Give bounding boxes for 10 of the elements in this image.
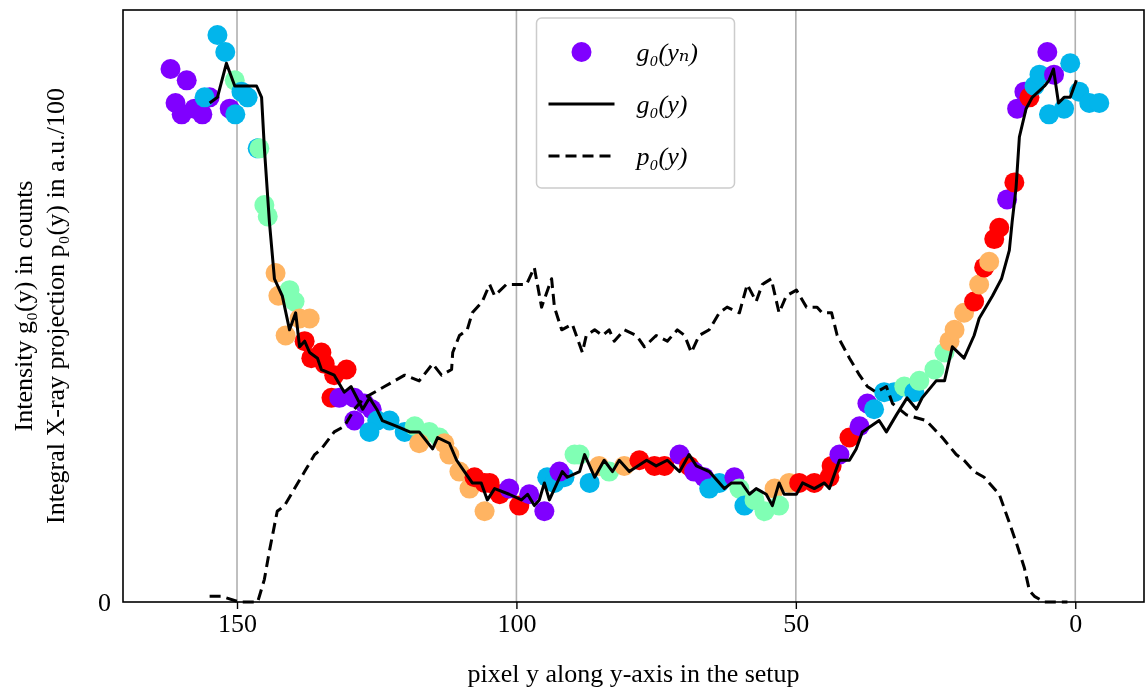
y-axis-title: Intensity g₀(y) in counts Integral X-ray projection p₀(y) in a.u./100 [9,88,70,524]
x-tick-label: 150 [218,609,257,639]
legend-label: g₀(y) [636,90,688,119]
x-axis-title: pixel y along y-axis in the setup [467,659,800,688]
x-tick-label: 0 [1069,609,1083,639]
x-tick-label: 50 [783,609,810,639]
legend-label: p₀(y) [634,142,688,171]
legend-label: g₀(yₙ) [636,38,698,67]
text: 0 [98,588,111,617]
x-tick-label: 100 [497,609,537,639]
